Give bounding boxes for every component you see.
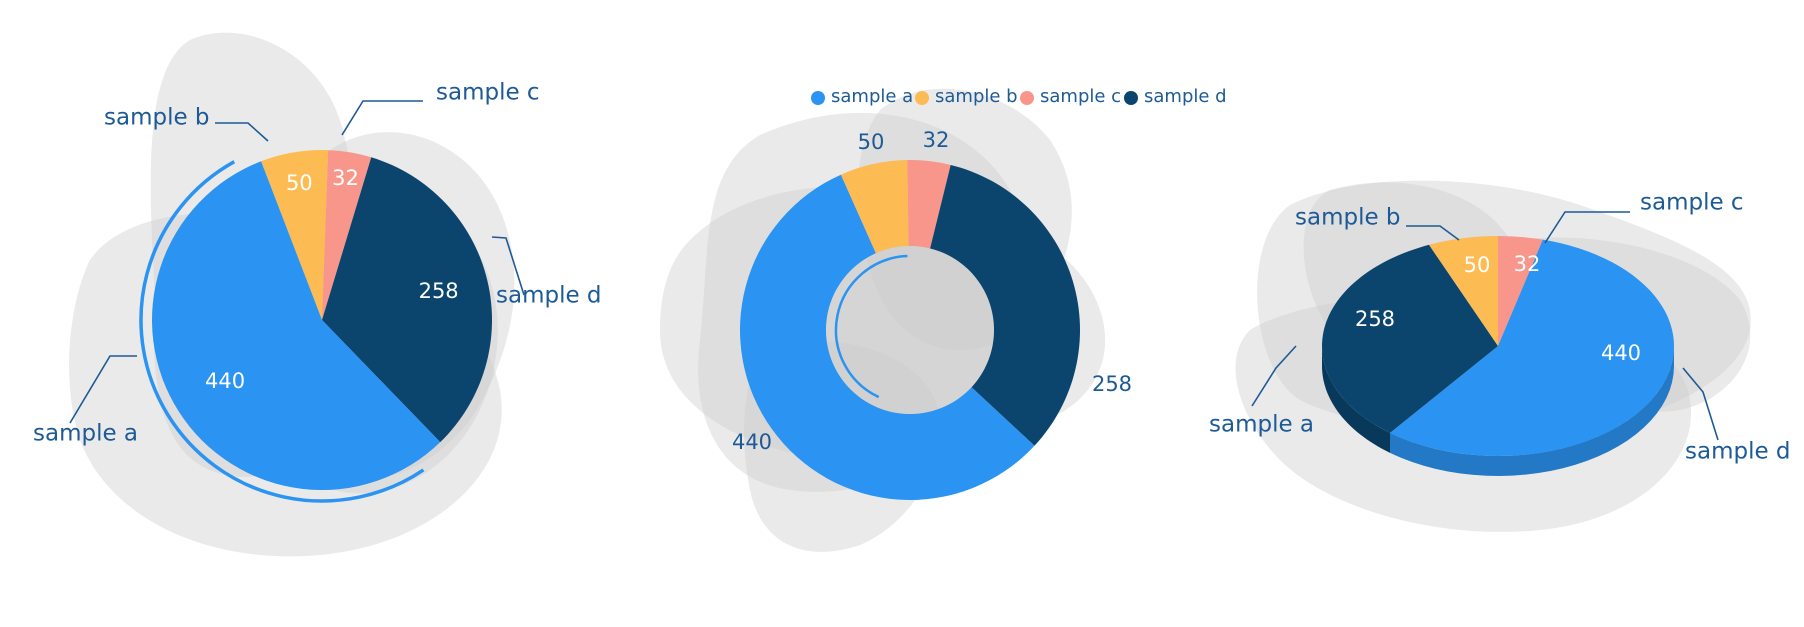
value-label-sample-b: 50 [286,171,313,195]
value-label-sample-d: 258 [419,279,459,303]
leader-line-sample-c [341,100,423,136]
pie-slice-sample-a [152,161,441,490]
value-label-sample-c: 32 [923,128,950,152]
leader-line-sample-a [69,355,137,424]
legend-label: sample c [1040,86,1121,107]
pie-slice-sample-b [261,150,329,320]
legend-item-sample-a[interactable]: sample a [811,86,913,107]
chart-2-donut: 50 32 258 440 sample a sample b sample c sample… [732,86,1227,500]
legend-swatch [811,91,825,105]
legend-label: sample d [1144,86,1227,107]
legend-swatch [915,91,929,105]
callout-label-sample-b: sample b [104,105,210,131]
legend-label: sample a [831,86,913,107]
leader-line-sample-c [1544,211,1630,244]
callout-label-sample-d: sample d [496,283,602,309]
pie-slice-sample-c [322,150,372,320]
callout-label-sample-c: sample c [1640,190,1744,216]
decorative-arc [139,160,425,503]
pie-side-sample-d [1322,346,1391,453]
leader-line-sample-b [1406,225,1460,241]
legend-item-sample-b[interactable]: sample b [915,86,1018,107]
leader-line-sample-d [491,236,525,296]
callout-label-sample-a: sample a [33,421,138,447]
value-label-sample-d: 258 [1092,372,1132,396]
callout-label-sample-c: sample c [436,80,540,106]
callout-label-sample-a: sample a [1209,412,1314,438]
value-label-sample-d: 258 [1355,307,1395,331]
legend-item-sample-d[interactable]: sample d [1124,86,1227,107]
value-label-sample-b: 50 [1464,253,1491,277]
chart-3-3d-pie: 32 440 258 50 sample b sample c sample d sample… [1209,190,1791,476]
value-label-sample-a: 440 [1601,341,1641,365]
value-label-sample-a: 440 [205,369,245,393]
pie-slice-sample-a [1390,239,1675,456]
pie-slice-sample-d [1322,244,1498,433]
legend-swatch [1020,91,1034,105]
value-label-sample-c: 32 [332,166,359,190]
legend-label: sample b [935,86,1018,107]
value-label-sample-c: 32 [1514,252,1541,276]
donut-slice-sample-a [740,174,1035,500]
callout-label-sample-b: sample b [1295,205,1401,231]
donut-slice-sample-c [907,160,951,249]
leader-line-sample-a [1251,345,1297,407]
pie-slice-sample-c [1498,236,1543,346]
donut-hole [826,246,994,414]
leader-line-sample-b [215,122,269,142]
value-label-sample-a: 440 [732,430,772,454]
legend-item-sample-c[interactable]: sample c [1020,86,1121,107]
pie-side-sample-a [1390,346,1674,476]
pie-slice-sample-b [1429,236,1498,346]
value-label-sample-b: 50 [858,130,885,154]
leader-line-sample-d [1682,367,1719,441]
pie-slice-sample-d [322,157,493,443]
donut-slice-sample-b [840,160,909,254]
donut-slice-sample-d [930,164,1080,446]
callout-label-sample-d: sample d [1685,439,1791,465]
decorative-inner-arc [834,254,908,399]
legend-swatch [1124,91,1138,105]
chart-1-pie: 50 32 258 440 sample b sample c sample d sample… [33,80,602,503]
